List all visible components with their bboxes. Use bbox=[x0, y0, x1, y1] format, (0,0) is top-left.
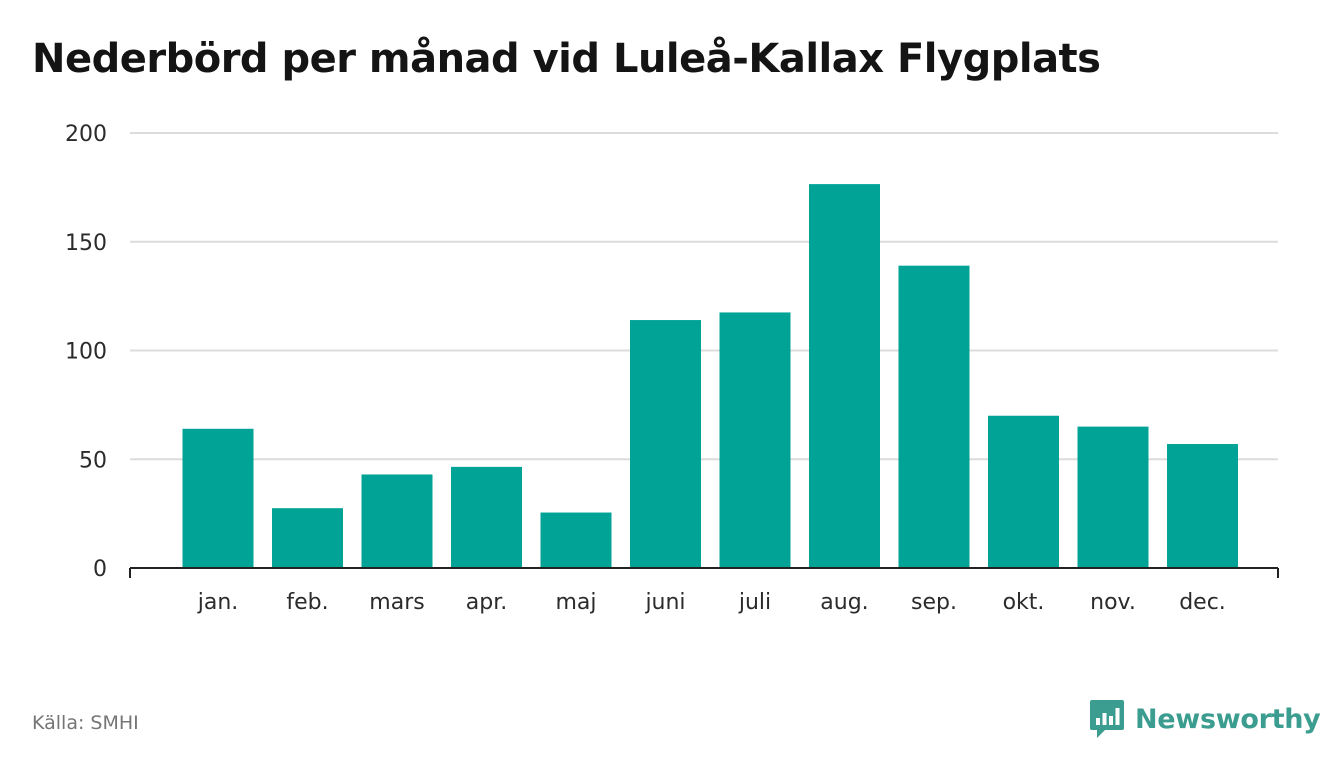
x-tick-label: apr. bbox=[466, 590, 507, 615]
x-tick-label: dec. bbox=[1179, 590, 1226, 615]
bars bbox=[182, 184, 1238, 569]
y-tick-label: 100 bbox=[65, 340, 107, 365]
x-axis bbox=[129, 567, 1279, 578]
newsworthy-logo-icon bbox=[1090, 700, 1124, 738]
brand-logo: Newsworthy bbox=[1089, 698, 1321, 740]
y-tick-label: 200 bbox=[65, 122, 107, 147]
x-tick-label: aug. bbox=[820, 590, 868, 615]
bar-juli bbox=[719, 312, 791, 568]
bar-nov bbox=[1077, 426, 1149, 568]
chart-title: Nederbörd per månad vid Luleå-Kallax Fly… bbox=[32, 36, 1101, 82]
y-tick-label: 150 bbox=[65, 231, 107, 256]
x-tick-label: feb. bbox=[286, 590, 328, 615]
grid-lines bbox=[130, 132, 1278, 461]
y-tick-label: 50 bbox=[79, 448, 107, 473]
x-tick-labels: jan. feb. mars apr. maj juni juli aug. sep. okt. n… bbox=[197, 590, 1226, 615]
bar-feb bbox=[272, 508, 343, 568]
bar-okt bbox=[988, 415, 1059, 568]
bar-chart: 0 50 100 150 200 jan. feb. mars apr. maj juni juli… bbox=[65, 122, 1279, 615]
x-tick-label: mars bbox=[369, 590, 424, 615]
x-tick-label: nov. bbox=[1090, 590, 1136, 615]
bar-apr bbox=[451, 466, 522, 568]
x-tick-label: juni bbox=[644, 590, 685, 615]
bar-sep bbox=[898, 265, 970, 568]
bar-mars bbox=[361, 474, 433, 568]
bar-aug bbox=[809, 184, 880, 569]
x-tick-label: maj bbox=[555, 590, 596, 615]
y-tick-labels: 0 50 100 150 200 bbox=[65, 122, 107, 582]
bar-jan bbox=[182, 428, 254, 568]
x-tick-label: sep. bbox=[911, 590, 957, 615]
source-note: Källa: SMHI bbox=[32, 712, 139, 734]
x-tick-label: okt. bbox=[1003, 590, 1045, 615]
bar-maj bbox=[540, 512, 612, 568]
x-tick-label: jan. bbox=[197, 590, 239, 615]
bar-juni bbox=[630, 320, 701, 568]
y-tick-label: 0 bbox=[93, 557, 107, 582]
bar-dec bbox=[1167, 444, 1238, 568]
x-tick-label: juli bbox=[738, 590, 771, 615]
brand-name: Newsworthy bbox=[1135, 703, 1321, 735]
